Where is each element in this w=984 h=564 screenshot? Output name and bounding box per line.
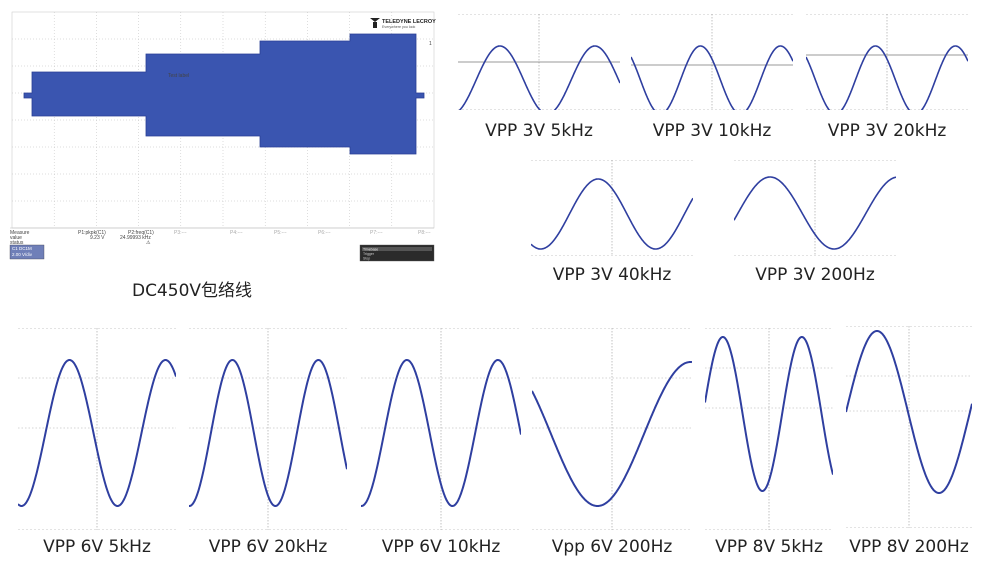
waveform-screen [806,14,968,110]
timebase-box[interactable]: Timebase Trigger Stop [359,244,435,262]
waveform-screen [734,160,896,256]
waveform-screen [631,14,793,110]
waveform-panel-vpp6v-10khz [361,328,521,530]
sine-trace [531,178,693,250]
sine-trace [361,359,521,507]
measure-table: Measure value status P1:pkpk(C1) 9.23 V … [10,227,434,246]
waveform-caption: VPP 3V 5kHz [485,121,593,141]
p2-header: P2:freq(C1) [128,230,154,236]
p3-header: P3:--- [174,230,187,236]
waveform-caption: VPP 8V 200Hz [849,537,969,557]
channel-box-line1: C1 DC1M [12,246,32,251]
channel-box-line2: 2.00 V/div [12,252,33,257]
sine-trace [806,45,968,110]
waveform-caption: VPP 3V 200Hz [755,265,875,285]
waveform-caption: VPP 6V 10kHz [381,537,501,557]
sine-trace [846,330,972,494]
waveform-panel-vpp3v-20khz [806,14,968,110]
waveform-caption: VPP 3V 40kHz [552,265,672,285]
waveform-screen [189,328,347,530]
sine-trace [705,336,833,492]
measure-row-label: Measure [10,230,30,236]
waveform-caption: VPP 8V 5kHz [715,537,823,557]
measure-row-label: value [10,235,22,241]
timebase-line3: Stop [363,257,370,261]
sine-trace [631,45,793,110]
p1-header: P1:pkpk(C1) [78,230,106,236]
teledyne-logo: TELEDYNE LECROY Everywhere you look [370,18,436,29]
p6-header: P6:--- [318,230,331,236]
sine-trace [189,359,347,507]
waveform-panel-vpp3v-5khz [458,14,620,110]
waveform-panel-vpp3v-40khz [531,160,693,256]
waveform-panel-vpp3v-10khz [631,14,793,110]
envelope-marker-label: Test label [168,73,189,79]
waveform-panel-vpp3v-200hz [734,160,896,256]
waveform-screen [531,160,693,256]
sine-trace [458,45,620,110]
p2-status: ⚠ [146,240,151,246]
envelope-trace [23,33,425,155]
envelope-right-marker: 1 [429,41,432,47]
p7-header: P7:--- [370,230,383,236]
sine-trace [18,359,176,507]
p8-header: P8:--- [418,230,431,236]
sine-trace [532,361,692,507]
p4-header: P4:--- [230,230,243,236]
waveform-caption: VPP 6V 5kHz [43,537,151,557]
waveform-panel-vpp6v-200hz [532,328,692,530]
timebase-line1: Timebase [363,248,378,252]
waveform-screen [458,14,620,110]
waveform-caption: Vpp 6V 200Hz [551,537,673,557]
waveform-panel-vpp8v-5khz [705,328,833,530]
waveform-caption: VPP 3V 20kHz [827,121,947,141]
waveform-panel-vpp6v-5khz [18,328,176,530]
waveform-screen [361,328,521,530]
envelope-scope-screen: Test label 1 TELEDYNE LECROY Everywhere … [9,11,436,262]
logo-text: TELEDYNE LECROY [382,19,436,25]
timebase-line2: Trigger [363,252,375,256]
waveform-screen [532,328,692,530]
measure-row-label: status [10,240,24,246]
envelope-caption: DC450V包络线 [131,281,253,301]
waveform-screen [18,328,176,530]
logo-subtext: Everywhere you look [382,25,416,29]
p5-header: P5:--- [274,230,287,236]
waveform-panel-vpp6v-20khz [189,328,347,530]
sine-trace [734,176,896,250]
p2-value: 24.99993 kHz [120,235,151,241]
waveform-panel-vpp8v-200hz [846,326,972,528]
p1-value: 9.23 V [90,235,105,241]
waveform-screen [705,328,833,530]
waveform-screen [846,326,972,528]
waveform-caption: VPP 3V 10kHz [652,121,772,141]
envelope-scope-panel: Test label 1 TELEDYNE LECROY Everywhere … [8,8,438,264]
channel-box[interactable]: C1 DC1M 2.00 V/div [9,244,45,260]
waveform-caption: VPP 6V 20kHz [208,537,328,557]
